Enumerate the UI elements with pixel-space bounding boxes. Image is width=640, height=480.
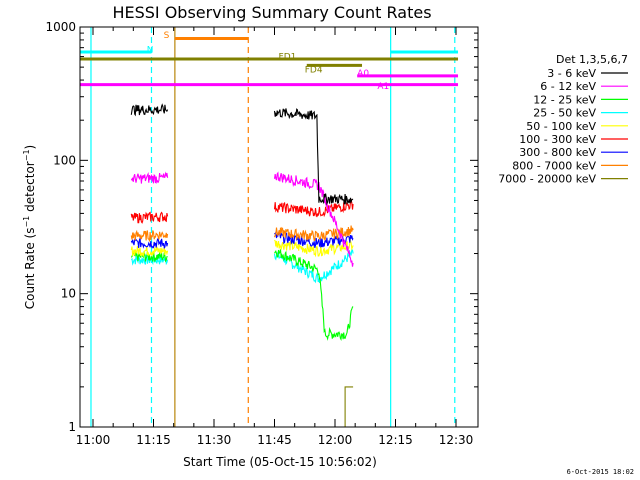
legend-label: 3 - 6 keV: [547, 67, 596, 80]
x-tick-label: 12:30: [439, 433, 474, 447]
y-axis-ticks: 1 10 100 1000: [45, 20, 478, 434]
flag-label-a0: A0: [357, 69, 369, 79]
series-line-7000-20000-kev: [341, 386, 354, 427]
series-line-100-300-kev: [273, 198, 354, 218]
series-line-50-100-kev: [274, 239, 354, 258]
flag-label-fd1: FD1: [279, 53, 297, 63]
x-tick-label: 11:45: [257, 433, 292, 447]
series-line-3-6-kev: [130, 103, 169, 117]
legend-label: 7000 - 20000 keV: [498, 173, 596, 186]
legend-label: 100 - 300 keV: [519, 133, 596, 146]
y-axis-label: Count Rate (s−1 detector−1): [22, 145, 37, 309]
flag-bars: NS FD1 FD4 A0 A1: [80, 31, 459, 92]
vertical-marker-lines: [90, 27, 456, 427]
legend-label: 25 - 50 keV: [533, 107, 596, 120]
legend-label: 6 - 12 keV: [540, 80, 596, 93]
flag-label-n: N: [147, 45, 154, 55]
legend-label: 12 - 25 keV: [533, 93, 596, 106]
legend-label: 800 - 7000 keV: [512, 159, 596, 172]
legend-title: Det 1,3,5,6,7: [556, 53, 628, 66]
series-line-3-6-kev: [273, 108, 354, 206]
x-axis-ticks: 11:00 11:15 11:30 11:45 12:00 12:15 12:30: [76, 27, 474, 447]
x-axis-label: Start Time (05-Oct-15 10:56:02): [183, 455, 377, 469]
series-line-300-800-kev: [274, 230, 354, 248]
flag-label-a1: A1: [377, 82, 389, 92]
series-line-800-7000-kev: [273, 225, 354, 242]
series-line-100-300-kev: [130, 211, 169, 224]
x-tick-label: 11:00: [76, 433, 111, 447]
series-line-6-12-kev: [273, 171, 354, 267]
flag-label-fd4: FD4: [305, 66, 323, 76]
series-line-6-12-kev: [130, 171, 169, 185]
x-tick-label: 12:00: [318, 433, 353, 447]
flag-label-s: S: [164, 31, 170, 41]
y-tick-label: 10: [61, 287, 76, 301]
y-tick-label: 100: [53, 153, 76, 167]
x-tick-label: 11:30: [197, 433, 232, 447]
series-group: [130, 103, 354, 427]
date-stamp: 6-Oct-2015 18:02: [566, 468, 634, 476]
y-tick-label: 1000: [45, 20, 76, 34]
series-line-50-100-kev: [130, 246, 169, 258]
plot-frame: [79, 26, 479, 428]
legend-label: 300 - 800 keV: [519, 146, 596, 159]
y-tick-label: 1: [68, 420, 76, 434]
chart-title: HESSI Observing Summary Count Rates: [112, 3, 431, 22]
x-tick-label: 12:15: [378, 433, 413, 447]
series-line-300-800-kev: [130, 236, 169, 249]
x-tick-label: 11:15: [136, 433, 171, 447]
series-line-12-25-kev: [274, 249, 354, 342]
legend-label: 50 - 100 keV: [526, 120, 596, 133]
series-line-800-7000-kev: [130, 229, 169, 243]
